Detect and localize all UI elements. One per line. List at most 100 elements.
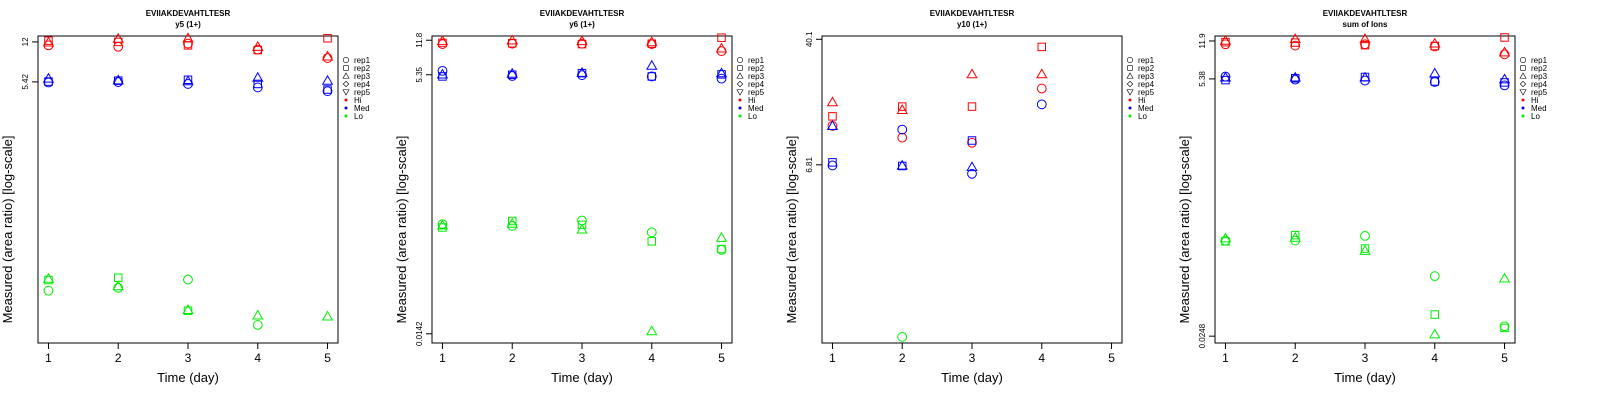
data-point bbox=[646, 36, 658, 47]
data-point bbox=[252, 82, 263, 93]
x-tick-label: 2 bbox=[899, 351, 906, 365]
data-point bbox=[716, 73, 727, 84]
data-point bbox=[507, 71, 518, 81]
y-tick-label: 0.0142 bbox=[415, 321, 424, 346]
y-tick-label: 40.1 bbox=[805, 31, 814, 47]
y-tick-label: 11.9 bbox=[1198, 33, 1207, 49]
legend-symbol bbox=[1519, 89, 1527, 96]
data-point bbox=[506, 217, 518, 228]
legend-symbol bbox=[1519, 80, 1527, 88]
data-point bbox=[896, 104, 908, 114]
data-point bbox=[897, 124, 908, 135]
y-tick-label: 5.42 bbox=[21, 74, 30, 90]
x-tick-label: 3 bbox=[579, 351, 586, 365]
x-tick-label: 2 bbox=[509, 351, 516, 365]
data-point bbox=[42, 272, 55, 283]
legend-marker-rep4 bbox=[1519, 80, 1527, 88]
legend-label: rep3 bbox=[354, 72, 371, 81]
chart-title: EVIIAKDEVAHTLTESR bbox=[1323, 9, 1408, 18]
data-point bbox=[506, 67, 518, 78]
y-tick-label: 11.8 bbox=[415, 32, 424, 48]
data-point bbox=[1289, 33, 1301, 44]
legend-symbol bbox=[1519, 56, 1527, 64]
data-point bbox=[647, 237, 657, 246]
legend-label: rep5 bbox=[354, 88, 371, 97]
data-point bbox=[252, 40, 264, 51]
data-point bbox=[1360, 40, 1370, 50]
data-point bbox=[647, 72, 657, 81]
y-tick-label: 5.35 bbox=[415, 66, 424, 82]
chart-title: EVIIAKDEVAHTLTESR bbox=[930, 9, 1015, 18]
legend-marker-rep5 bbox=[1126, 89, 1134, 96]
legend-label: rep5 bbox=[1531, 88, 1548, 97]
legend-label: rep2 bbox=[354, 64, 371, 73]
legend-marker-rep2 bbox=[1127, 65, 1133, 71]
legend-label: rep3 bbox=[1138, 72, 1155, 81]
data-point bbox=[1290, 230, 1300, 240]
legend-marker-rep1 bbox=[1126, 56, 1134, 64]
legend-label: Lo bbox=[1138, 112, 1147, 121]
legend-symbol bbox=[342, 56, 350, 64]
legend-label: Hi bbox=[354, 96, 362, 105]
legend-dot-med bbox=[738, 106, 742, 110]
data-point bbox=[1359, 71, 1371, 82]
data-point bbox=[717, 33, 726, 42]
data-point bbox=[826, 96, 839, 107]
x-tick-label: 4 bbox=[1431, 351, 1438, 365]
data-point bbox=[1037, 42, 1047, 52]
x-tick-label: 5 bbox=[1108, 351, 1115, 365]
data-point bbox=[112, 74, 124, 85]
data-point bbox=[252, 309, 264, 320]
data-point bbox=[1290, 40, 1301, 51]
data-point bbox=[322, 53, 333, 63]
legend-label: rep1 bbox=[1531, 56, 1548, 65]
data-point bbox=[1499, 49, 1510, 60]
data-point bbox=[182, 304, 194, 315]
legend-label: rep2 bbox=[1138, 64, 1155, 73]
data-point bbox=[1289, 231, 1301, 242]
plot-frame bbox=[1214, 35, 1516, 344]
legend-label: Lo bbox=[1531, 112, 1540, 121]
legend-label: rep3 bbox=[748, 72, 765, 81]
data-point bbox=[323, 34, 332, 43]
legend-label: rep5 bbox=[748, 88, 765, 97]
data-point bbox=[828, 112, 837, 121]
data-point bbox=[42, 36, 55, 47]
data-point bbox=[1498, 272, 1511, 283]
x-tick-label: 2 bbox=[1292, 351, 1299, 365]
data-point bbox=[897, 102, 907, 111]
data-point bbox=[253, 79, 263, 89]
data-point bbox=[1429, 37, 1441, 48]
data-point bbox=[252, 320, 263, 330]
legend-marker-rep3 bbox=[736, 72, 744, 79]
data-point bbox=[1359, 244, 1371, 255]
data-point bbox=[1498, 73, 1511, 84]
data-point bbox=[715, 67, 728, 78]
legend-label: rep1 bbox=[1138, 56, 1155, 65]
data-point bbox=[646, 59, 658, 70]
legend-marker-rep5 bbox=[736, 89, 744, 96]
data-point bbox=[183, 274, 193, 285]
data-point bbox=[113, 76, 123, 85]
data-point bbox=[896, 159, 908, 170]
legend-symbol bbox=[1520, 65, 1526, 71]
legend-label: rep1 bbox=[354, 56, 371, 65]
legend-marker-rep3 bbox=[1519, 72, 1527, 79]
legend-dot-lo bbox=[344, 114, 348, 118]
data-point bbox=[1500, 323, 1509, 333]
data-point bbox=[1290, 74, 1301, 85]
y-tick-label: 12 bbox=[21, 37, 30, 46]
data-point bbox=[1221, 237, 1230, 246]
legend-label: rep3 bbox=[1531, 72, 1548, 81]
legend-marker-rep3 bbox=[342, 72, 350, 79]
x-tick-label: 4 bbox=[1038, 351, 1045, 365]
legend-symbol bbox=[737, 65, 743, 71]
data-point bbox=[112, 32, 124, 43]
data-point bbox=[576, 66, 588, 77]
legend-symbol bbox=[1126, 80, 1134, 88]
legend-label: rep2 bbox=[1531, 64, 1548, 73]
